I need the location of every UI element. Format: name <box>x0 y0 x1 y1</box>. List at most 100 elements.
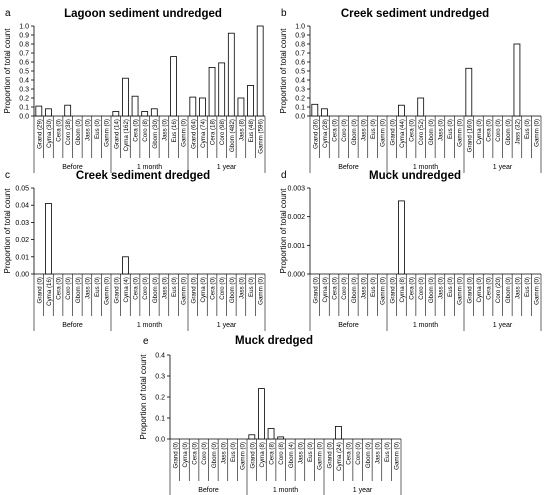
x-tick-label: Cyma (4) <box>123 277 130 302</box>
x-tick-label: Cyma (30) <box>46 119 53 148</box>
x-tick-label: Grand (0) <box>36 277 43 303</box>
bar <box>131 95 139 117</box>
x-tick-label: Cyma (28) <box>322 119 329 148</box>
bar <box>248 434 256 440</box>
bar <box>258 388 265 440</box>
y-tick-label: 1.0 <box>19 24 29 31</box>
bar <box>267 428 275 440</box>
y-tick-label: 0.2 <box>19 96 29 103</box>
x-tick-label: Gamm (0) <box>104 119 111 147</box>
bar <box>122 77 129 117</box>
x-tick-label: Gamm (0) <box>240 442 247 470</box>
group-label: 1 year <box>353 487 373 494</box>
y-tick-label: 0.8 <box>295 42 305 49</box>
x-tick-label: Eus (0) <box>248 277 255 297</box>
x-tick-label: Gamm (0) <box>380 119 387 147</box>
x-tick-label: Gbom (0) <box>365 442 372 468</box>
x-tick-label: Grand (0) <box>389 119 396 145</box>
panel-title: Creek sediment undredged <box>341 8 489 20</box>
group-label: 1 month <box>137 322 162 329</box>
group-label: 1 year <box>493 322 513 329</box>
y-tick-label: 0.4 <box>295 78 305 85</box>
y-tick-label: 0.0 <box>19 114 29 121</box>
x-tick-label: Cera (0) <box>486 277 493 300</box>
x-tick-label: Jass (0) <box>161 277 168 299</box>
x-tick-label: Eus (0) <box>524 277 531 297</box>
bar <box>45 108 52 117</box>
x-tick-label: Eus (0) <box>230 442 237 462</box>
y-tick-label: 0.04 <box>15 203 29 210</box>
x-tick-label: Gbom (0) <box>428 119 435 145</box>
x-tick-label: Grand (29) <box>36 119 43 149</box>
y-tick-label: 0.03 <box>15 220 29 227</box>
x-tick-label: Grand (0) <box>326 442 333 468</box>
y-tick-label: 0.02 <box>15 237 29 244</box>
group-label: 1 month <box>137 164 162 171</box>
x-tick-label: Coro (0) <box>355 442 362 465</box>
panel-letter: e <box>143 336 149 347</box>
x-tick-label: Cyma (74) <box>200 119 207 148</box>
x-tick-label: Gamm (0) <box>457 119 464 147</box>
x-tick-label: Cera (18) <box>210 119 217 145</box>
panel-d: d Muck undredged Proportion of total count… <box>279 170 542 331</box>
x-tick-label: Cyma (0) <box>476 277 483 302</box>
x-tick-label: Cera (0) <box>133 277 140 300</box>
bar <box>170 56 177 117</box>
bar <box>321 108 328 117</box>
x-tick-label: Gamm (0) <box>104 277 111 305</box>
bar <box>513 43 521 117</box>
bar <box>199 97 206 117</box>
panel-title: Muck dredged <box>235 335 313 347</box>
group-label: 1 year <box>217 164 237 171</box>
x-tick-label: Cera (0) <box>486 119 493 142</box>
x-tick-label: Cyma (0) <box>322 277 329 302</box>
y-tick-label: 1.0 <box>295 24 305 31</box>
x-tick-label: Cyma (0) <box>200 277 207 302</box>
x-tick-label: Eus (0) <box>94 277 101 297</box>
x-tick-label: Coro (0) <box>341 119 348 142</box>
x-tick-label: Coro (0) <box>341 277 348 300</box>
bar <box>335 425 342 440</box>
x-tick-label: Coro (52) <box>418 119 425 145</box>
x-tick-label: Jass (0) <box>360 119 367 141</box>
bar <box>398 200 405 275</box>
x-tick-label: Eus (0) <box>307 442 314 462</box>
x-tick-label: Cera (0) <box>56 119 63 142</box>
x-tick-label: Coro (0) <box>418 277 425 300</box>
bar <box>189 96 197 117</box>
bar <box>208 67 216 117</box>
y-tick-label: 0.6 <box>19 60 29 67</box>
x-tick-label: Grand (14) <box>113 119 120 149</box>
bar <box>45 203 52 275</box>
x-tick-label: Gamm (0) <box>457 277 464 305</box>
group-label: 1 year <box>217 322 237 329</box>
x-tick-label: Gbom (0) <box>351 277 358 303</box>
panel-title: Muck undredged <box>369 170 461 182</box>
x-tick-label: Coro (0) <box>495 119 502 142</box>
bar <box>277 436 285 440</box>
y-tick-label: 0.5 <box>295 69 305 76</box>
x-tick-label: Gamm (0) <box>258 277 265 305</box>
x-tick-label: Gamm (0) <box>394 442 401 470</box>
y-tick-label: 0.003 <box>287 186 305 193</box>
group-label: Before <box>62 322 83 329</box>
x-tick-label: Gbom (0) <box>505 277 512 303</box>
x-tick-label: Cyma (16) <box>46 277 53 306</box>
y-axis-label: Proportion of total count <box>3 28 12 114</box>
x-tick-label: Cyma (0) <box>182 442 189 467</box>
y-tick-label: 0.9 <box>19 33 29 40</box>
x-tick-label: Jass (0) <box>514 277 521 299</box>
group-label: Before <box>338 322 359 329</box>
bar <box>35 105 43 117</box>
x-tick-label: Gbom (0) <box>211 442 218 468</box>
y-tick-label: 0.1 <box>19 105 29 112</box>
x-tick-label: Jass (0) <box>161 119 168 141</box>
x-tick-label: Eus (0) <box>447 277 454 297</box>
x-tick-label: Cera (0) <box>56 277 63 300</box>
x-tick-label: Jass (0) <box>238 277 245 299</box>
bar <box>398 104 405 117</box>
x-tick-label: Eus (0) <box>447 119 454 139</box>
x-tick-label: Grand (0) <box>466 277 473 303</box>
bar <box>122 256 129 275</box>
x-tick-label: Gbom (0) <box>152 277 159 303</box>
